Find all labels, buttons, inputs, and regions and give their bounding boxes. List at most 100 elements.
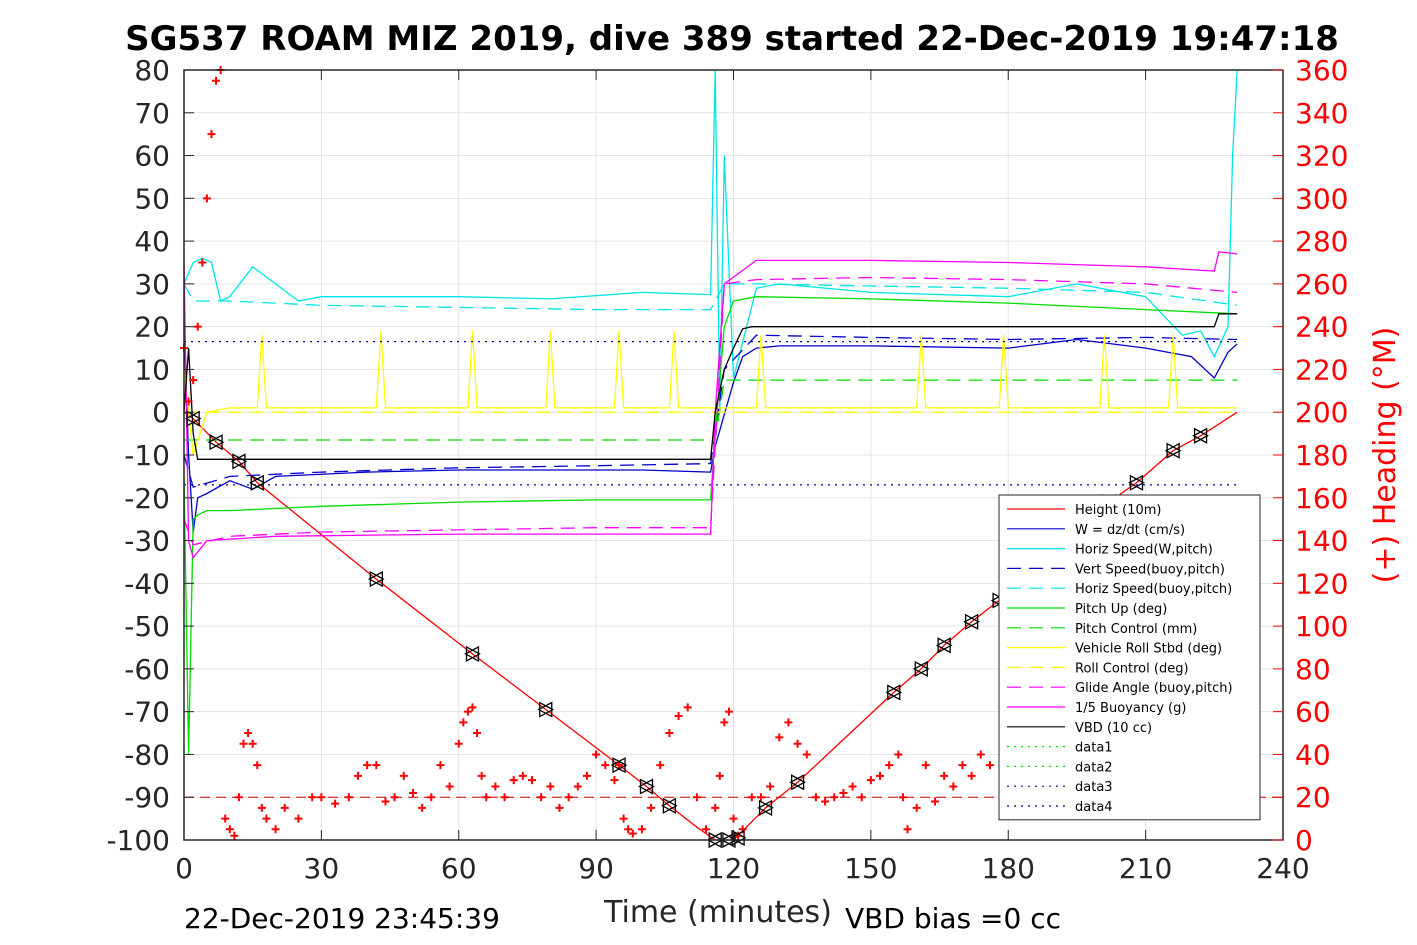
heading-point bbox=[949, 782, 958, 791]
depth-marker-reverse bbox=[1192, 427, 1208, 444]
heading-point bbox=[271, 825, 280, 834]
depth-markers bbox=[184, 410, 1209, 849]
y2-tick-label: 360 bbox=[1295, 54, 1348, 87]
heading-point bbox=[967, 771, 976, 780]
heading-point bbox=[262, 814, 271, 823]
y-tick-label: 60 bbox=[134, 140, 170, 173]
legend-entry: Pitch Control (mm) bbox=[1075, 622, 1197, 637]
y2-tick-label: 280 bbox=[1295, 225, 1348, 258]
heading-point bbox=[212, 76, 221, 85]
x-tick-label: 210 bbox=[1119, 852, 1172, 885]
heading-point bbox=[665, 729, 674, 738]
heading-point bbox=[624, 825, 633, 834]
x-axis-ticks: 0 30 60 90 120 150 180 210 240 bbox=[175, 70, 1310, 885]
y2-tick-label: 60 bbox=[1295, 696, 1331, 729]
heading-point bbox=[253, 761, 262, 770]
heading-point bbox=[839, 788, 848, 797]
heading-point bbox=[802, 750, 811, 759]
heading-point bbox=[985, 761, 994, 770]
heading-point bbox=[775, 733, 784, 742]
y-tick-label: 40 bbox=[134, 225, 170, 258]
heading-point bbox=[711, 803, 720, 812]
depth-marker-reverse bbox=[184, 410, 200, 427]
y2-tick-label: 120 bbox=[1295, 567, 1348, 600]
depth-marker-reverse bbox=[885, 684, 901, 701]
depth-marker-reverse bbox=[963, 613, 979, 630]
heading-point bbox=[555, 803, 564, 812]
heading-point bbox=[257, 803, 266, 812]
heading-point bbox=[637, 825, 646, 834]
y-tick-label: -50 bbox=[124, 610, 170, 643]
heading-point bbox=[811, 793, 820, 802]
heading-point bbox=[940, 771, 949, 780]
depth-marker-reverse bbox=[1164, 442, 1180, 459]
legend-entry: Pitch Up (deg) bbox=[1075, 602, 1167, 617]
heading-point bbox=[976, 750, 985, 759]
y-tick-label: 10 bbox=[134, 353, 170, 386]
x-tick-label: 60 bbox=[441, 852, 477, 885]
heading-point bbox=[184, 397, 193, 406]
heading-point bbox=[885, 761, 894, 770]
heading-point bbox=[491, 782, 500, 791]
legend-entry: data3 bbox=[1075, 780, 1113, 795]
depth-marker-reverse bbox=[537, 701, 553, 718]
depth-marker-reverse bbox=[610, 757, 626, 774]
footer-timestamp: 22-Dec-2019 23:45:39 bbox=[184, 902, 500, 935]
y2-tick-label: 300 bbox=[1295, 182, 1348, 215]
x-tick-label: 240 bbox=[1256, 852, 1309, 885]
y-tick-label: 70 bbox=[134, 97, 170, 130]
heading-point bbox=[898, 793, 907, 802]
legend-entry: Roll Control (deg) bbox=[1075, 661, 1189, 676]
legend-entry: Vehicle Roll Stbd (deg) bbox=[1075, 642, 1222, 657]
heading-point bbox=[408, 788, 417, 797]
heading-point bbox=[702, 825, 711, 834]
heading-point bbox=[729, 814, 738, 823]
depth-marker-reverse bbox=[757, 799, 773, 817]
y-tick-label: -20 bbox=[124, 482, 170, 515]
series-line bbox=[183, 296, 1238, 755]
heading-point bbox=[930, 797, 939, 806]
y2-axis-ticks: 3603403203002802602402202001801601401201… bbox=[1273, 54, 1348, 857]
y-tick-label: 30 bbox=[134, 268, 170, 301]
heading-series bbox=[180, 66, 994, 840]
y-tick-label: -100 bbox=[106, 824, 170, 857]
depth-marker-reverse bbox=[729, 829, 745, 846]
x-tick-label: 0 bbox=[175, 852, 193, 885]
y-tick-label: 0 bbox=[152, 396, 170, 429]
heading-point bbox=[821, 797, 830, 806]
heading-point bbox=[221, 814, 230, 823]
heading-point bbox=[592, 750, 601, 759]
depth-marker-reverse bbox=[367, 570, 383, 588]
series-line bbox=[183, 251, 1238, 560]
y-tick-label: 80 bbox=[134, 54, 170, 87]
legend-entry: Vert Speed(buoy,pitch) bbox=[1075, 562, 1225, 577]
heading-point bbox=[193, 322, 202, 331]
depth-marker-reverse bbox=[464, 645, 480, 663]
depth-marker-reverse bbox=[638, 778, 654, 795]
heading-point bbox=[418, 803, 427, 812]
series-line bbox=[184, 379, 1238, 441]
y2-tick-label: 320 bbox=[1295, 140, 1348, 173]
heading-point bbox=[482, 793, 491, 802]
heading-point bbox=[674, 711, 683, 720]
heading-point bbox=[294, 814, 303, 823]
heading-point bbox=[528, 776, 537, 785]
heading-point bbox=[399, 771, 408, 780]
legend-entry: data2 bbox=[1075, 760, 1113, 775]
y2-tick-label: 220 bbox=[1295, 353, 1348, 386]
y-tick-label: -10 bbox=[124, 439, 170, 472]
legend: Height (10m) W = dz/dt (cm/s) Horiz Speed(… bbox=[998, 494, 1261, 821]
x-tick-label: 90 bbox=[578, 852, 614, 885]
series-line bbox=[183, 313, 1238, 460]
y-tick-label: -60 bbox=[124, 653, 170, 686]
y2-tick-label: 100 bbox=[1295, 610, 1348, 643]
heading-point bbox=[244, 729, 253, 738]
depth-marker-reverse bbox=[912, 660, 928, 677]
heading-point bbox=[866, 776, 875, 785]
heading-point bbox=[601, 761, 610, 770]
heading-point bbox=[715, 771, 724, 780]
y2-tick-label: 200 bbox=[1295, 396, 1348, 429]
legend-entry: Glide Angle (buoy,pitch) bbox=[1075, 681, 1233, 696]
depth-marker-reverse bbox=[207, 434, 223, 451]
heading-point bbox=[766, 782, 775, 791]
